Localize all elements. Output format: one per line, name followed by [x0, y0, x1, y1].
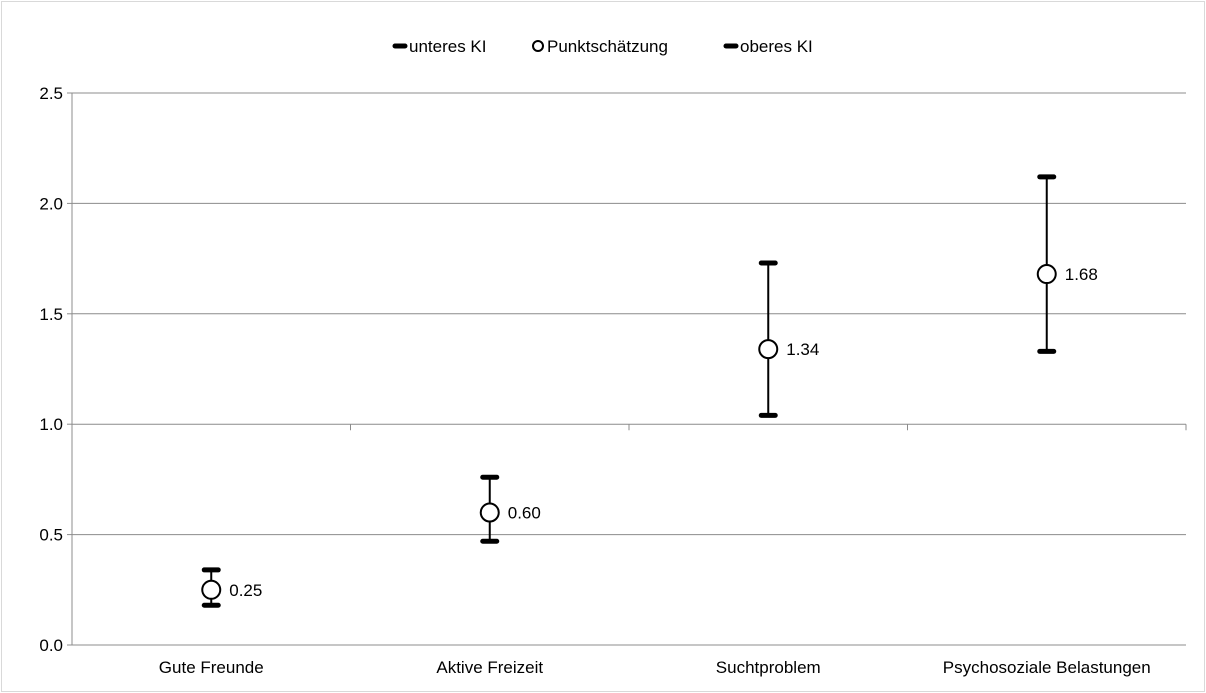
- point-estimate-marker: [479, 502, 500, 523]
- x-tick-label: Psychosoziale Belastungen: [943, 658, 1151, 677]
- legend-circle-marker: [532, 40, 544, 52]
- y-tick-label: 2.0: [39, 194, 63, 213]
- y-tick-label: 0.0: [39, 636, 63, 655]
- point-estimate-marker: [758, 339, 779, 360]
- legend-label: oberes KI: [740, 37, 813, 56]
- y-tick-label: 1.5: [39, 305, 63, 324]
- y-tick-label: 0.5: [39, 526, 63, 545]
- y-tick-label: 1.0: [39, 415, 63, 434]
- data-label: 1.68: [1065, 265, 1098, 284]
- y-tick-label: 2.5: [39, 84, 63, 103]
- point-estimate-marker: [201, 579, 222, 600]
- x-tick-label: Gute Freunde: [159, 658, 264, 677]
- axis-layer: 0.0 0.5 1.0 1.5 2.0 2.5 Gute Freunde Aktive Fre…: [39, 84, 1187, 677]
- data-label: 0.60: [508, 504, 541, 523]
- point-estimate-marker: [1036, 264, 1057, 285]
- x-tick-label: Suchtproblem: [716, 658, 821, 677]
- x-tick-label: Aktive Freizeit: [436, 658, 543, 677]
- grid-layer: [72, 92, 1186, 536]
- legend: unteres KI Punktschätzung oberes KI: [392, 37, 813, 56]
- legend-label: Punktschätzung: [547, 37, 668, 56]
- data-label: 0.25: [229, 581, 262, 600]
- series-layer: 0.25 0.60 1.34 1.68: [201, 174, 1098, 608]
- legend-label: unteres KI: [409, 37, 487, 56]
- data-label: 1.34: [786, 340, 819, 359]
